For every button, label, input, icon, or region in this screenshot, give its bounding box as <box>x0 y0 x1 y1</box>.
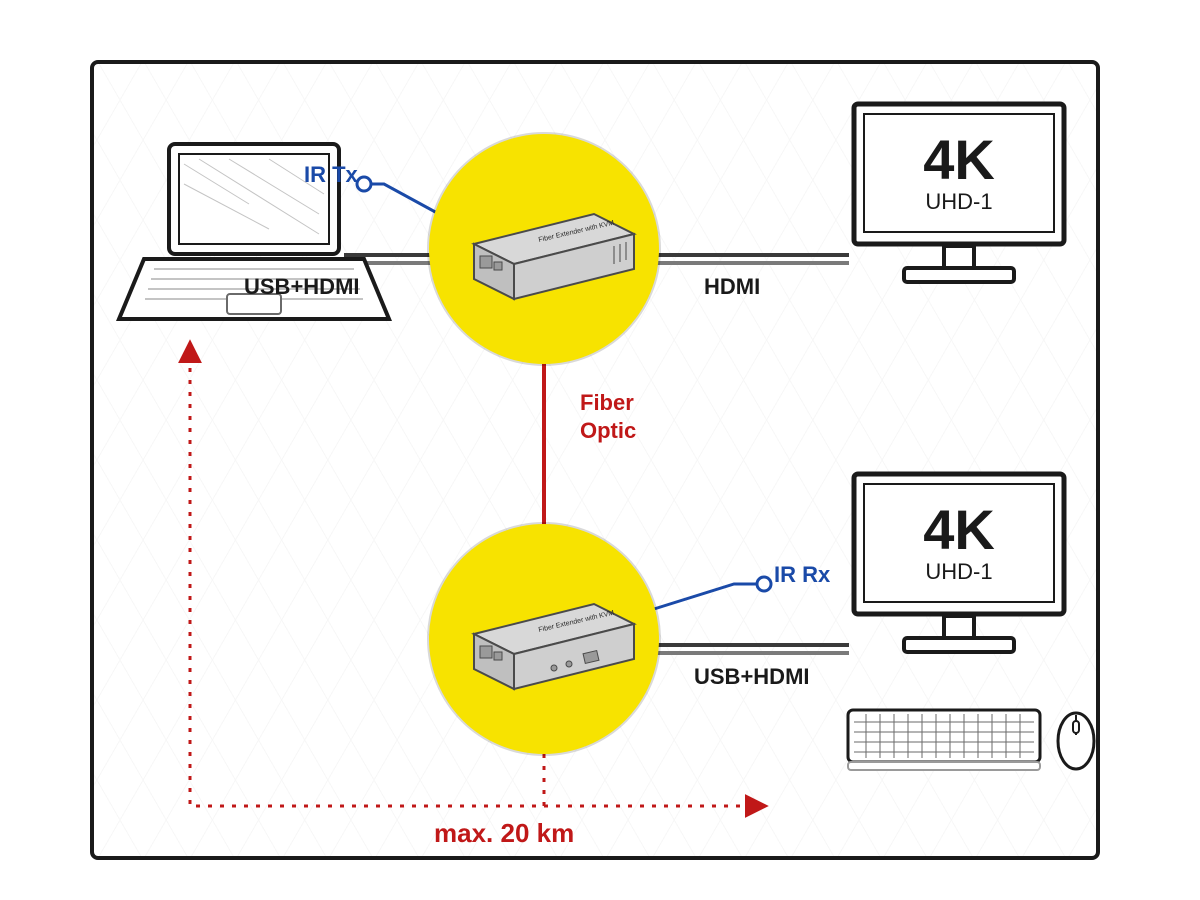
label-ir-tx: IR Tx <box>304 162 358 188</box>
label-usb-hdmi-bottom: USB+HDMI <box>694 664 810 690</box>
label-ir-rx: IR Rx <box>774 562 830 588</box>
monitor-top-sub: UHD-1 <box>925 189 992 214</box>
monitor-top: 4K UHD-1 <box>844 94 1074 294</box>
monitor-bottom-sub: UHD-1 <box>925 559 992 584</box>
label-fiber-2: Optic <box>580 418 636 444</box>
monitor-bottom: 4K UHD-1 <box>844 464 1074 664</box>
mouse-icon <box>1054 709 1099 774</box>
label-hdmi: HDMI <box>704 274 760 300</box>
diagram-frame: Fiber Extender with KVM Fiber Extender w… <box>90 60 1100 860</box>
cable-rx-to-monitor2 <box>654 645 849 653</box>
ir-rx-cable <box>654 577 771 609</box>
extender-rx: Fiber Extender with KVM <box>444 594 644 704</box>
label-distance: max. 20 km <box>434 818 574 849</box>
extender-tx: Fiber Extender with KVM <box>444 204 644 314</box>
label-usb-hdmi-top: USB+HDMI <box>244 274 360 300</box>
diagram-canvas: Fiber Extender with KVM Fiber Extender w… <box>0 0 1200 900</box>
cable-tx-to-monitor1 <box>654 255 849 263</box>
monitor-top-4k: 4K <box>923 128 995 191</box>
label-fiber-1: Fiber <box>580 390 634 416</box>
monitor-bottom-4k: 4K <box>923 498 995 561</box>
keyboard-icon <box>844 704 1044 774</box>
